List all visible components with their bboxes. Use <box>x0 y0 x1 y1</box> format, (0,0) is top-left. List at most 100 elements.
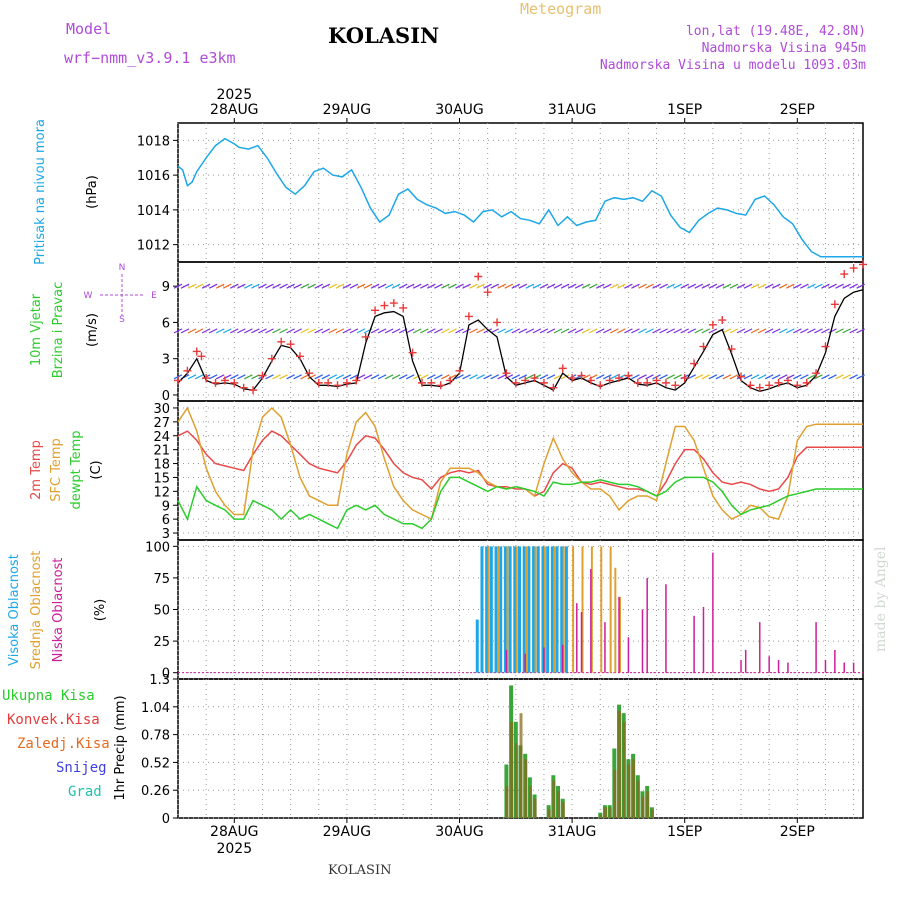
wind-arrow <box>645 374 654 380</box>
wind-arrow <box>680 283 689 289</box>
wind-speed-marker <box>774 378 783 387</box>
wind-arrow <box>553 283 563 289</box>
date-label-bottom: 2SEP <box>780 824 815 840</box>
wind-speed-marker <box>352 376 361 385</box>
wind-arrow <box>518 283 528 289</box>
wind-arrow <box>567 283 577 289</box>
wind-arrow <box>342 328 352 334</box>
wind-arrow <box>251 374 260 380</box>
wind-speed-marker <box>371 306 380 315</box>
wind-speed-marker <box>859 260 867 269</box>
wind-speed-marker <box>174 376 182 385</box>
wind-arrow <box>715 283 725 289</box>
wind-arrow <box>230 283 239 289</box>
precip-bar-convective <box>552 780 556 818</box>
wind-arrow <box>750 328 760 334</box>
wind-speed-marker <box>202 374 211 383</box>
wind-arrow <box>786 328 795 334</box>
wind-arrow <box>835 283 844 289</box>
wind-arrow <box>349 328 359 334</box>
wind-speed-marker <box>333 381 342 390</box>
wind-speed-marker <box>380 301 389 310</box>
y-tick-label: 1016 <box>137 169 170 184</box>
wind-arrow <box>398 283 408 289</box>
wind-arrow <box>335 374 345 380</box>
wind-arrow <box>321 283 331 289</box>
wind-arrow <box>356 283 366 289</box>
wind-arrow <box>624 328 633 334</box>
wind-arrow <box>729 283 739 289</box>
wind-arrow <box>244 328 253 334</box>
wind-arrow <box>349 374 359 380</box>
wind-arrow <box>729 328 739 334</box>
y-tick-label: 27 <box>153 416 170 431</box>
date-label-bottom: 30AUG <box>435 824 484 840</box>
wind-speed-marker <box>812 369 821 378</box>
wind-arrow <box>279 374 288 380</box>
y-tick-label: 100 <box>145 540 170 555</box>
y-tick-label: 9 <box>162 280 170 295</box>
wind-arrow <box>588 328 598 334</box>
wind-arrow <box>778 374 788 380</box>
wind-arrow <box>807 283 816 289</box>
wind-arrow <box>490 283 499 289</box>
wind-arrow <box>328 328 338 334</box>
wind-arrow <box>370 283 380 289</box>
wind-speed-marker <box>849 264 858 273</box>
wind-speed-marker <box>389 299 398 308</box>
credit-label: made by Angel <box>873 546 889 652</box>
y-tick-label: 12 <box>153 485 170 500</box>
wind-arrow <box>272 283 281 289</box>
wind-arrow <box>370 374 380 380</box>
wind-arrow <box>849 374 858 380</box>
wind-arrow <box>842 283 851 289</box>
wind-arrow <box>532 283 542 289</box>
wind-arrow <box>666 283 675 289</box>
wind-axis-label-1: 10m Vjetar <box>29 293 44 366</box>
precip-bar-convective <box>627 764 631 818</box>
model-label: Model <box>66 20 111 38</box>
wind-arrow <box>694 283 704 289</box>
wind-arrow <box>307 283 316 289</box>
wind-arrow <box>455 374 464 380</box>
wind-arrow <box>842 328 851 334</box>
wind-arrow <box>427 328 436 334</box>
wind-speed-line <box>177 289 864 392</box>
footer-station: KOLASIN <box>328 863 391 878</box>
meteogram-title: Meteogram <box>520 0 601 18</box>
date-label-bottom: 28AUG <box>210 824 259 840</box>
wind-speed-marker <box>249 386 258 395</box>
wind-arrow <box>750 374 760 380</box>
wind-speed-marker <box>474 272 483 281</box>
wind-arrow <box>546 374 556 380</box>
precip-bar-convective <box>533 798 537 818</box>
wind-arrow <box>525 283 535 289</box>
wind-speed-marker <box>737 372 746 381</box>
wind-arrow <box>828 374 837 380</box>
wind-arrow <box>617 328 626 334</box>
wind-arrow <box>771 328 781 334</box>
date-label-top: 31AUG <box>548 102 597 118</box>
wind-arrow <box>441 328 450 334</box>
wind-arrow <box>490 374 499 380</box>
wind-arrow <box>828 283 837 289</box>
wind-arrow <box>384 328 394 334</box>
wind-speed-marker <box>399 303 408 312</box>
wind-arrow <box>208 374 218 380</box>
model-elevation-label: Nadmorska Visina u modelu 1093.03m <box>600 58 866 73</box>
wind-arrow <box>793 374 802 380</box>
wind-arrow <box>694 328 704 334</box>
wind-arrow <box>778 328 788 334</box>
wind-arrow <box>286 283 295 289</box>
plot-area: 1012101410161018036936912151821242730025… <box>2 87 867 857</box>
wind-arrow <box>194 328 204 334</box>
wind-arrow <box>708 283 718 289</box>
y-tick-label: 1012 <box>137 239 170 254</box>
wind-arrow <box>286 328 295 334</box>
wind-speed-marker <box>361 332 370 341</box>
wind-arrow <box>194 283 204 289</box>
wind-arrow <box>279 283 288 289</box>
precip-bar-convective <box>646 791 650 818</box>
wind-arrow <box>764 374 774 380</box>
wind-speed-marker <box>493 318 502 327</box>
